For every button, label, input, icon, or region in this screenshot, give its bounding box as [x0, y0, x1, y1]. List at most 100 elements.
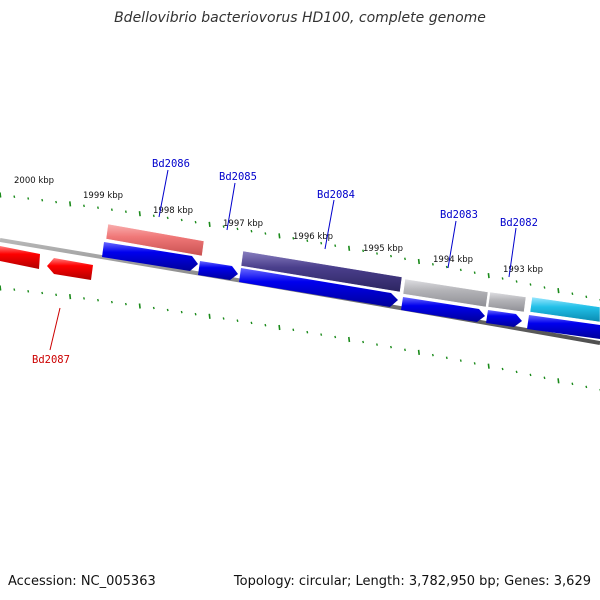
inner-minor-tick [97, 298, 99, 302]
inner-major-tick [348, 336, 351, 343]
gene-arrow-bd2083[interactable] [401, 297, 485, 322]
gene-arrow-bd2084[interactable] [239, 268, 398, 307]
outer-minor-tick [124, 210, 127, 213]
outer-minor-tick [41, 198, 44, 202]
scale-label-1996kbp: 1996 kbp [293, 232, 333, 242]
outer-minor-tick [473, 271, 476, 274]
scale-label-1994kbp: 1994 kbp [433, 255, 473, 265]
outer-major-tick [557, 288, 560, 294]
outer-minor-tick [97, 206, 99, 209]
inner-minor-tick [459, 359, 462, 362]
gene-label-bd2082[interactable]: Bd2082 [500, 217, 538, 229]
inner-major-tick [417, 349, 420, 355]
inner-minor-tick [362, 340, 365, 344]
map-title: Bdellovibrio bacteriovorus HD100, comple… [114, 10, 486, 26]
inner-minor-tick [501, 367, 504, 371]
inner-minor-tick [27, 290, 30, 293]
outer-minor-tick [180, 218, 183, 222]
inner-minor-tick [166, 308, 169, 312]
scale-ticks-outer [0, 192, 600, 302]
leader-bd2084 [324, 199, 335, 250]
outer-minor-tick [152, 214, 155, 218]
outer-major-tick [0, 192, 2, 198]
outer-minor-tick [515, 280, 518, 283]
outer-minor-tick [390, 254, 392, 258]
outer-minor-tick [543, 286, 546, 289]
inner-minor-tick [320, 333, 323, 336]
outer-minor-tick [501, 277, 504, 280]
outer-minor-tick [459, 268, 462, 272]
outer-minor-tick [376, 252, 378, 255]
outer-major-tick [208, 221, 211, 227]
inner-major-tick [557, 378, 560, 384]
outer-minor-tick [222, 225, 225, 228]
inner-major-tick [69, 294, 72, 300]
inner-minor-tick [55, 293, 58, 297]
inner-minor-tick [306, 330, 309, 334]
outer-minor-tick [306, 239, 309, 242]
inner-minor-tick [250, 321, 253, 325]
scale-label-2000kbp: 2000 kbp [14, 176, 54, 186]
leader-bd2086 [158, 169, 169, 218]
genome-summary-text: Topology: circular; Length: 3,782,950 bp… [233, 574, 591, 589]
inner-minor-tick [124, 302, 127, 306]
outer-major-tick [278, 233, 281, 239]
inner-minor-tick [445, 356, 448, 360]
inner-major-tick [278, 324, 281, 331]
outer-major-tick [69, 201, 72, 207]
outer-minor-tick [166, 216, 169, 220]
feature-bd2086[interactable] [105, 223, 205, 257]
outer-minor-tick [404, 257, 406, 261]
feature-bd2084[interactable] [240, 250, 403, 293]
gene-label-bd2086[interactable]: Bd2086 [152, 158, 190, 170]
feature-bd2082[interactable] [487, 291, 527, 313]
outer-minor-tick [445, 265, 448, 269]
outer-minor-tick [13, 195, 16, 198]
scale-label-1998kbp: 1998 kbp [153, 206, 193, 216]
gene-label-bd2085[interactable]: Bd2085 [219, 171, 257, 183]
gene-label-bd2087[interactable]: Bd2087 [32, 354, 70, 366]
inner-minor-tick [194, 312, 197, 316]
outer-minor-tick [27, 197, 30, 200]
leader-bd2085 [226, 182, 236, 231]
leader-bd2082 [508, 227, 517, 278]
outer-major-tick [417, 258, 420, 265]
feature-next[interactable] [529, 296, 600, 323]
outer-minor-tick [571, 292, 574, 295]
outer-minor-tick [110, 208, 113, 211]
reverse-genes [0, 246, 93, 280]
gene-label-bd2083[interactable]: Bd2083 [440, 209, 478, 221]
gene-arrow-next[interactable] [527, 315, 600, 339]
inner-minor-tick [13, 288, 16, 291]
accession-text: Accession: NC_005363 [8, 574, 156, 589]
gene-arrow-bd2087[interactable] [47, 258, 93, 280]
inner-minor-tick [529, 373, 532, 377]
leader-bd2083 [447, 220, 457, 269]
gene-arrow-bd2082[interactable] [486, 310, 522, 327]
gene-arrow-prev[interactable] [0, 246, 40, 269]
outer-minor-tick [529, 283, 532, 286]
inner-minor-tick [431, 353, 434, 357]
outer-minor-tick [362, 249, 365, 253]
inner-minor-tick [152, 306, 155, 310]
outer-minor-tick [194, 220, 197, 224]
scale-label-1995kbp: 1995 kbp [363, 244, 403, 254]
inner-minor-tick [376, 343, 378, 346]
gene-arrow-bd2086[interactable] [102, 242, 198, 271]
outer-major-tick [138, 211, 141, 217]
outer-minor-tick [83, 204, 85, 208]
inner-major-tick [138, 303, 141, 309]
inner-minor-tick [404, 348, 406, 352]
inner-minor-tick [180, 310, 183, 314]
inner-minor-tick [264, 323, 267, 327]
outer-minor-tick [334, 244, 337, 247]
inner-minor-tick [292, 328, 295, 332]
inner-minor-tick [110, 300, 113, 304]
gene-label-bd2084[interactable]: Bd2084 [317, 189, 355, 201]
inner-major-tick [487, 363, 490, 369]
inner-major-tick [0, 285, 2, 291]
inner-minor-tick [83, 297, 85, 300]
inner-minor-tick [334, 335, 337, 339]
feature-bd2083[interactable] [402, 278, 489, 308]
gene-arrow-bd2085[interactable] [198, 261, 238, 280]
